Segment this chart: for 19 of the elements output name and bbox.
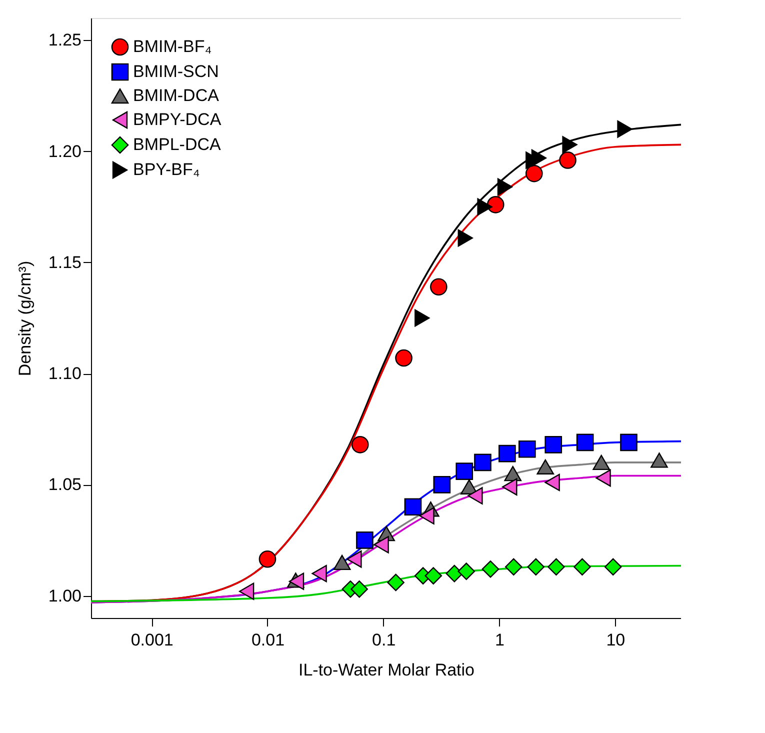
y-axis-title: Density (g/cm³) [15, 260, 34, 376]
legend-label: BMIM-SCN [133, 62, 219, 81]
legend-label: BMPY-DCA [133, 110, 222, 129]
x-tick-label: 0.1 [372, 630, 396, 650]
x-tick-label: 0.01 [251, 630, 285, 650]
y-tick-label: 1.00 [48, 586, 82, 606]
y-tick-label: 1.10 [48, 364, 82, 384]
y-tick-label: 1.05 [48, 475, 82, 494]
legend-label: BMIM-BF₄ [133, 37, 212, 56]
y-tick-label: 1.25 [48, 30, 82, 50]
legend-label: BMPL-DCA [133, 135, 222, 154]
x-tick-label: 10 [606, 630, 626, 650]
legend-label: BPY-BF₄ [133, 160, 200, 179]
x-tick-label: 1 [495, 630, 504, 650]
x-axis-title: IL-to-Water Molar Ratio [298, 660, 475, 680]
y-tick-label: 1.15 [48, 252, 82, 272]
y-tick-label: 1.20 [48, 142, 82, 161]
legend-label: BMIM-DCA [133, 86, 220, 105]
x-tick-label: 0.001 [130, 630, 174, 650]
